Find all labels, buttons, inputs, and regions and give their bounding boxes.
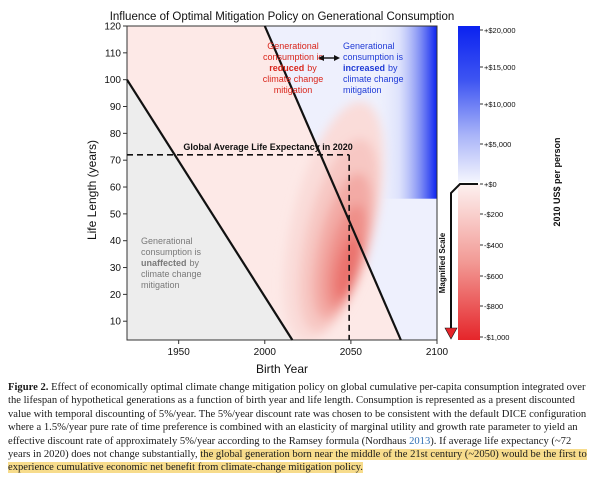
x-tick-label: 2000 xyxy=(254,347,277,358)
citation-link[interactable]: 2013 xyxy=(409,435,431,447)
x-axis-label: Birth Year xyxy=(256,362,308,376)
reduced-annotation: Generational consumption is reduced by cl… xyxy=(263,41,324,95)
colorbar-tick-label: -$200 xyxy=(484,210,503,219)
svg-text:climate change: climate change xyxy=(263,74,324,84)
svg-text:Generational: Generational xyxy=(343,41,395,51)
caption-text-1: Effect of economically optimal climate c… xyxy=(8,382,587,447)
colorbar-tick-label: +$5,000 xyxy=(484,140,511,149)
y-axis-ticks: 10 20 30 40 50 60 70 80 90 100 110 120 xyxy=(104,22,127,328)
plot-area xyxy=(127,26,437,340)
y-tick-label: 120 xyxy=(104,22,121,33)
svg-text:Generational: Generational xyxy=(141,236,193,246)
y-tick-label: 90 xyxy=(110,102,122,113)
y-tick-label: 40 xyxy=(110,236,122,247)
colorbar-tick-label: +$10,000 xyxy=(484,100,516,109)
colorbar-label: 2010 US$ per person xyxy=(552,137,562,226)
caption-text-2: ). If average life expectancy (~72 years… xyxy=(8,435,572,461)
svg-text:Generational: Generational xyxy=(267,41,319,51)
svg-text:consumption is: consumption is xyxy=(141,247,202,257)
breakeven-boundary-line xyxy=(263,25,402,341)
svg-text:climate change: climate change xyxy=(343,74,404,84)
colorbar-tick-label: -$1,000 xyxy=(484,333,509,342)
magnified-scale-marker: Magnified Scale xyxy=(438,183,478,340)
increased-annotation: Generational consumption is increased by … xyxy=(343,41,404,95)
colorbar-positive-ticks: +$20,000 +$15,000 +$10,000 +$5,000 +$0 xyxy=(480,26,516,189)
plot-frame xyxy=(126,25,438,341)
colorbar-tick-label: +$0 xyxy=(484,180,497,189)
colorbar-positive xyxy=(458,26,480,182)
life-expectancy-label: Global Average Life Expectancy in 2020 xyxy=(183,142,352,152)
y-tick-label: 60 xyxy=(110,183,122,194)
svg-text:mitigation: mitigation xyxy=(141,280,180,290)
caption-label: Figure 2. xyxy=(8,382,49,393)
figure-caption: Figure 2. Effect of economically optimal… xyxy=(8,381,594,475)
unaffected-annotation: Generational consumption is unaffected by… xyxy=(141,236,202,290)
svg-text:climate change: climate change xyxy=(141,269,202,279)
y-tick-label: 80 xyxy=(110,129,122,140)
y-tick-label: 30 xyxy=(110,263,122,274)
negative-contours xyxy=(283,101,384,340)
svg-text:Magnified Scale: Magnified Scale xyxy=(438,232,447,293)
colorbar-negative-ticks: -$200 -$400 -$600 -$800 -$1,000 xyxy=(480,210,509,342)
contour-level-5 xyxy=(334,236,361,299)
y-tick-label: 10 xyxy=(110,317,122,328)
x-tick-label: 1950 xyxy=(168,347,191,358)
y-tick-label: 100 xyxy=(104,75,121,86)
unaffected-region xyxy=(127,26,293,340)
chart-figure: Influence of Optimal Mitigation Policy o… xyxy=(85,11,562,376)
x-tick-label: 2050 xyxy=(340,347,363,358)
svg-text:mitigation: mitigation xyxy=(343,85,382,95)
colorbar-tick-label: -$600 xyxy=(484,272,503,281)
y-tick-label: 50 xyxy=(110,209,122,220)
y-tick-label: 110 xyxy=(105,48,121,59)
colorbar-tick-label: -$400 xyxy=(484,241,503,250)
colorbar-tick-label: +$15,000 xyxy=(484,63,516,72)
svg-text:consumption is: consumption is xyxy=(343,52,404,62)
x-axis-ticks: 1950 2000 2050 2100 xyxy=(168,340,449,358)
svg-text:consumption is: consumption is xyxy=(263,52,324,62)
y-tick-label: 70 xyxy=(110,156,122,167)
unaffected-boundary-line xyxy=(126,79,294,341)
x-tick-label: 2100 xyxy=(426,347,449,358)
y-tick-label: 20 xyxy=(110,290,122,301)
y-axis-label: Life Length (years) xyxy=(85,140,99,240)
colorbar-tick-label: +$20,000 xyxy=(484,26,516,35)
region-arrow xyxy=(318,55,340,61)
chart-title: Influence of Optimal Mitigation Policy o… xyxy=(110,11,455,23)
colorbar-tick-label: -$800 xyxy=(484,302,503,311)
colorbar-negative xyxy=(458,184,480,340)
svg-text:mitigation: mitigation xyxy=(274,85,313,95)
